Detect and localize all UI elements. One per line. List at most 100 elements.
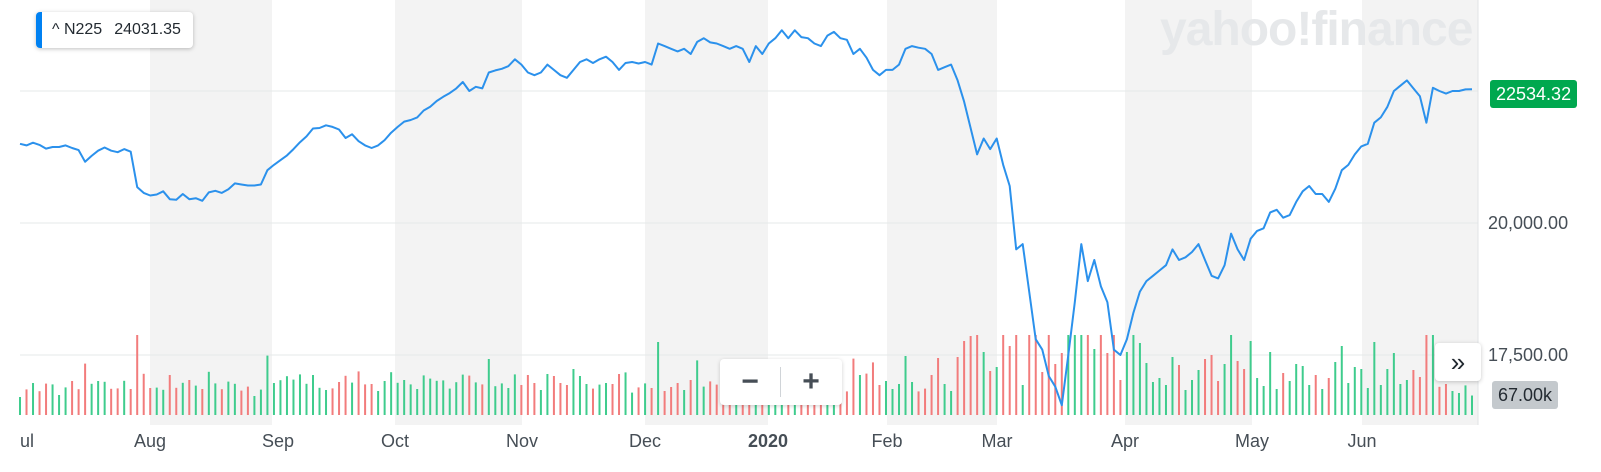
volume-bar [1353, 367, 1356, 415]
volume-bar [1021, 385, 1024, 415]
volume-bar [312, 375, 315, 415]
volume-bar [325, 390, 328, 415]
volume-bar [1106, 353, 1109, 415]
volume-bar [715, 384, 718, 415]
volume-bar [494, 386, 497, 415]
y-tick-label: 20,000.00 [1488, 213, 1568, 233]
volume-bar [246, 386, 249, 415]
legend-chip[interactable]: ^ N225 24031.35 [36, 12, 193, 48]
volume-bar [1223, 364, 1226, 415]
volume-bar [227, 381, 230, 415]
volume-bar [598, 384, 601, 415]
volume-bar [298, 374, 301, 415]
x-tick-label: Oct [381, 431, 409, 451]
volume-bar [507, 388, 510, 415]
volume-bar [1086, 335, 1089, 415]
month-band [1125, 0, 1252, 425]
volume-bar [110, 388, 113, 415]
month-band [645, 0, 768, 425]
volume-bar [852, 358, 855, 415]
volume-bar [1288, 381, 1291, 415]
volume-bar [1471, 395, 1473, 415]
volume-bar [45, 383, 48, 415]
volume-bar [676, 383, 679, 415]
volume-bar [1295, 364, 1298, 415]
x-tick-label: Sep [262, 431, 294, 451]
volume-bar [38, 391, 41, 415]
expand-chevron-icon[interactable]: » [1435, 343, 1481, 381]
volume-bar [116, 388, 119, 415]
volume-bar [1256, 378, 1259, 415]
volume-bar [578, 376, 581, 415]
volume-bar [898, 384, 901, 415]
volume-bar [1184, 390, 1187, 415]
volume-bar [1217, 381, 1220, 415]
volume-bar [891, 389, 894, 415]
volume-bar [924, 388, 927, 415]
volume-bar [552, 376, 555, 415]
volume-bar [1412, 370, 1415, 415]
volume-bar [259, 389, 262, 415]
yahoo-finance-watermark: yahoo!finance [1160, 3, 1473, 56]
x-tick-label: Nov [506, 431, 538, 451]
volume-bar [1034, 335, 1037, 415]
volume-bar [1236, 361, 1239, 415]
volume-bar [963, 341, 966, 415]
y-axis-ticks: 17,500.00 20,000.00 [1488, 213, 1568, 365]
volume-bar [1269, 352, 1272, 415]
volume-bar [526, 375, 529, 415]
volume-bar [409, 384, 412, 415]
volume-bar [917, 391, 920, 415]
volume-bar [1392, 353, 1395, 415]
zoom-separator [780, 367, 781, 397]
volume-bar [1041, 372, 1044, 415]
volume-bar [1099, 335, 1102, 415]
volume-bar [1451, 391, 1454, 415]
volume-bar [1243, 369, 1246, 415]
volume-bar [194, 385, 197, 415]
volume-tag: 67.00k [1492, 381, 1559, 409]
volume-bar [214, 383, 217, 415]
volume-bar [416, 389, 419, 415]
volume-bar [123, 380, 126, 415]
volume-bar [943, 384, 946, 415]
volume-bar [487, 359, 490, 415]
volume-bar [351, 382, 354, 415]
volume-bar [1425, 335, 1428, 415]
volume-bar [318, 387, 321, 415]
volume-bar [97, 381, 100, 415]
x-tick-label: Aug [134, 431, 166, 451]
volume-bar [500, 383, 503, 415]
volume-bar [142, 373, 145, 415]
volume-bar [696, 360, 699, 415]
volume-bar [683, 390, 686, 415]
zoom-out-button[interactable]: − [741, 365, 759, 398]
zoom-in-button[interactable]: + [802, 365, 820, 398]
volume-bar [90, 383, 93, 415]
volume-bar [1028, 335, 1031, 415]
volume-bar [149, 388, 152, 415]
volume-bar [403, 380, 406, 415]
volume-bar [1327, 378, 1330, 415]
volume-bar [624, 372, 627, 415]
volume-bar [207, 371, 210, 415]
volume-bar [1405, 380, 1408, 415]
volume-bar [644, 383, 647, 415]
volume-bar [1321, 389, 1324, 415]
volume-bar [1132, 335, 1135, 415]
volume-bar [845, 391, 848, 415]
x-tick-label: Dec [629, 431, 661, 451]
volume-bar [1112, 335, 1115, 415]
x-tick-label: Feb [871, 431, 902, 451]
volume-bar [383, 381, 386, 415]
volume-bar [292, 379, 295, 415]
volume-bar [1334, 362, 1337, 415]
volume-bar [103, 381, 106, 415]
volume-bar [344, 375, 347, 415]
volume-bar [272, 383, 275, 415]
x-tick-label: ul [20, 431, 34, 451]
volume-bar [904, 356, 907, 415]
volume-bar [1015, 335, 1018, 415]
